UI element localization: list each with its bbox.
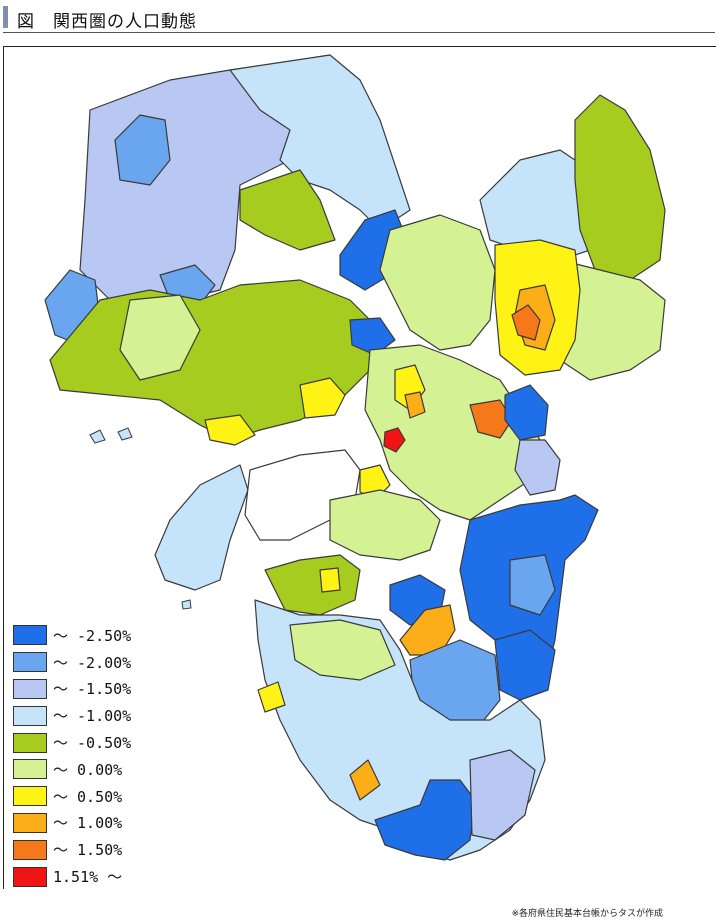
legend-item: 1.51% ～ (13, 863, 131, 890)
legend-label: ～ -0.50% (53, 734, 132, 753)
island-small-3 (181, 599, 192, 610)
legend-swatch (13, 839, 47, 860)
legend-swatch (13, 652, 47, 673)
page-title: 図 関西圏の人口動態 (17, 12, 197, 32)
region-wakayama-south-light (469, 749, 536, 841)
legend-item: ～ -1.00% (13, 702, 131, 729)
legend-label: ～ 1.00% (53, 814, 123, 833)
legend-item: ～ -0.50% (13, 729, 131, 756)
legend-item: ～ -1.50% (13, 676, 131, 703)
island-small-2 (117, 427, 133, 441)
legend: ～ -2.50% ～ -2.00% ～ -1.50% ～ -1.00% ～ -0… (13, 622, 131, 890)
region-shiga-green-north (574, 94, 666, 281)
legend-swatch (13, 759, 47, 780)
legend-swatch (13, 678, 47, 699)
title-bar: 図 関西圏の人口動態 (3, 4, 715, 33)
legend-label: ～ 0.00% (53, 760, 123, 779)
region-wakayama-yellow (319, 567, 341, 593)
region-shiga-dark-orange (511, 304, 541, 341)
region-urban-orange-1 (404, 391, 426, 419)
region-osaka-city-red (383, 427, 406, 453)
legend-swatch (13, 812, 47, 833)
region-hyogo-north-blue (114, 114, 171, 186)
legend-swatch (13, 732, 47, 753)
region-nara-north-east (514, 439, 561, 496)
region-kyoto-east-orange (469, 399, 513, 439)
region-nara-south-blue (494, 629, 556, 701)
legend-item: ～ 1.50% (13, 836, 131, 863)
legend-swatch (13, 705, 47, 726)
legend-label: ～ 1.50% (53, 841, 123, 860)
region-wakayama-light-green (289, 619, 396, 681)
region-hyogo-coast-yellow-2 (204, 414, 256, 446)
legend-label: ～ -1.00% (53, 707, 132, 726)
legend-item: ～ 1.00% (13, 810, 131, 837)
region-wakayama-west-yellow (257, 681, 286, 713)
legend-item: ～ 0.00% (13, 756, 131, 783)
legend-item: ～ -2.50% (13, 622, 131, 649)
legend-label: ～ -2.00% (53, 653, 132, 672)
map-frame (3, 46, 716, 889)
legend-swatch (13, 866, 47, 887)
island-small-1 (89, 429, 106, 444)
legend-item: ～ 0.50% (13, 783, 131, 810)
legend-label: 1.51% ～ (53, 868, 123, 887)
region-nara-orange (399, 604, 456, 656)
region-kyoto-tango-green (239, 169, 336, 251)
region-wakayama-orange (349, 759, 381, 801)
region-nara-mid-light-blue (509, 554, 556, 616)
region-wakayama-north-green (264, 554, 361, 616)
legend-label: ～ -2.50% (53, 626, 132, 645)
region-hyogo-light-band (119, 294, 201, 381)
legend-swatch (13, 786, 47, 807)
region-awaji (154, 464, 249, 591)
legend-item: ～ -2.00% (13, 649, 131, 676)
region-osaka-south (329, 489, 441, 561)
region-kyoto-city-west (349, 317, 396, 356)
legend-label: ～ 0.50% (53, 787, 123, 806)
source-note: ※各府県住民基本台帳からタスが作成 (511, 909, 663, 919)
region-kyoto-central (379, 214, 496, 351)
region-shiga-south-blue (504, 384, 549, 441)
legend-label: ～ -1.50% (53, 680, 132, 699)
region-hyogo-coast-yellow (299, 377, 346, 419)
legend-swatch (13, 625, 47, 646)
title-accent-bar (3, 6, 8, 28)
